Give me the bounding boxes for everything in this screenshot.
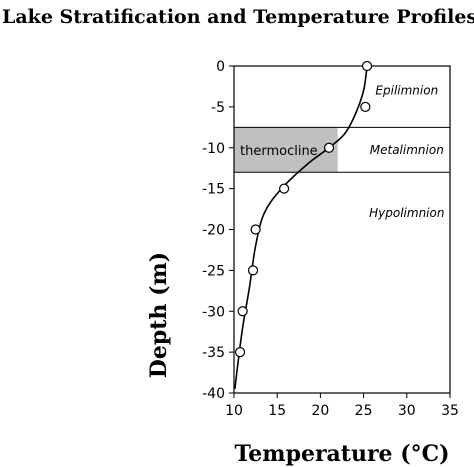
plot-frame <box>233 65 451 394</box>
y-tick-label--20: -20 <box>202 223 225 239</box>
x-axis-title: Temperature (°C) <box>234 441 449 467</box>
y-tick-label--30: -30 <box>202 304 225 320</box>
x-tick-label-35: 35 <box>441 403 459 419</box>
data-point-2 <box>360 101 371 112</box>
chart-title: Lake Stratification and Temperature Prof… <box>2 6 474 28</box>
y-tick-label--35: -35 <box>202 345 225 361</box>
y-tick-label-0: 0 <box>216 59 225 75</box>
zone-label-epilimnion: Epilimnion <box>375 84 438 98</box>
x-tick-label-25: 25 <box>355 403 373 419</box>
y-tick-label--15: -15 <box>202 182 225 198</box>
data-point-1 <box>361 60 373 72</box>
data-point-8 <box>234 347 246 358</box>
y-tick-label--5: -5 <box>211 100 225 116</box>
data-point-5 <box>250 224 261 235</box>
data-point-4 <box>279 183 290 194</box>
x-tick-label-30: 30 <box>398 403 416 419</box>
y-tick-label--10: -10 <box>202 141 225 157</box>
data-point-3 <box>323 142 335 153</box>
data-point-7 <box>237 306 248 317</box>
x-tick-label-10: 10 <box>225 403 243 419</box>
x-tick-label-15: 15 <box>268 403 286 419</box>
y-tick-label--40: -40 <box>202 386 225 402</box>
thermocline-band <box>234 127 338 173</box>
plot-area: 10 15 20 25 30 35 0 -5 -10 -15 -20 -25 -30 -35 -40 Epil… <box>202 59 459 419</box>
thermocline-label: thermocline <box>240 144 318 159</box>
zone-label-hypolimnion: Hypolimnion <box>369 206 444 220</box>
y-axis-title: Depth (m) <box>146 252 172 378</box>
y-tick-label--25: -25 <box>202 263 225 279</box>
x-tick-label-20: 20 <box>311 403 329 419</box>
zone-label-metalimnion: Metalimnion <box>370 143 444 157</box>
data-point-6 <box>247 265 259 276</box>
